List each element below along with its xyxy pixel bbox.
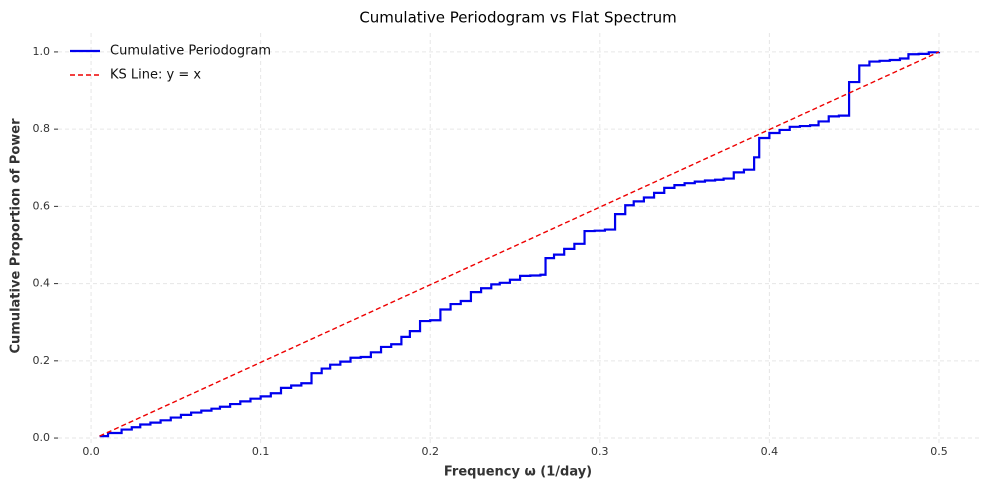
x-tick-label: 0.5 [930,445,948,458]
chart-title: Cumulative Periodogram vs Flat Spectrum [359,9,676,27]
x-tick-label: 0.4 [761,445,779,458]
x-tick-label: 0.0 [82,445,100,458]
y-tick-label: 0.8 [33,122,51,135]
series-line [99,51,940,437]
y-tick-label: 0.4 [33,277,51,290]
x-tick-label: 0.1 [252,445,270,458]
legend-label: Cumulative Periodogram [110,44,271,59]
y-tick-label: 0.0 [33,431,51,444]
y-tick-label: 0.6 [33,199,51,212]
series-line [99,51,941,438]
legend-label: KS Line: y = x [110,68,201,83]
y-axis-label: Cumulative Proportion of Power [9,118,24,354]
x-tick-label: 0.2 [421,445,439,458]
x-tick-label: 0.3 [591,445,609,458]
y-tick-label: 1.0 [33,45,51,58]
y-tick-label: 0.2 [33,354,51,367]
x-axis-label: Frequency ω (1/day) [444,465,592,480]
